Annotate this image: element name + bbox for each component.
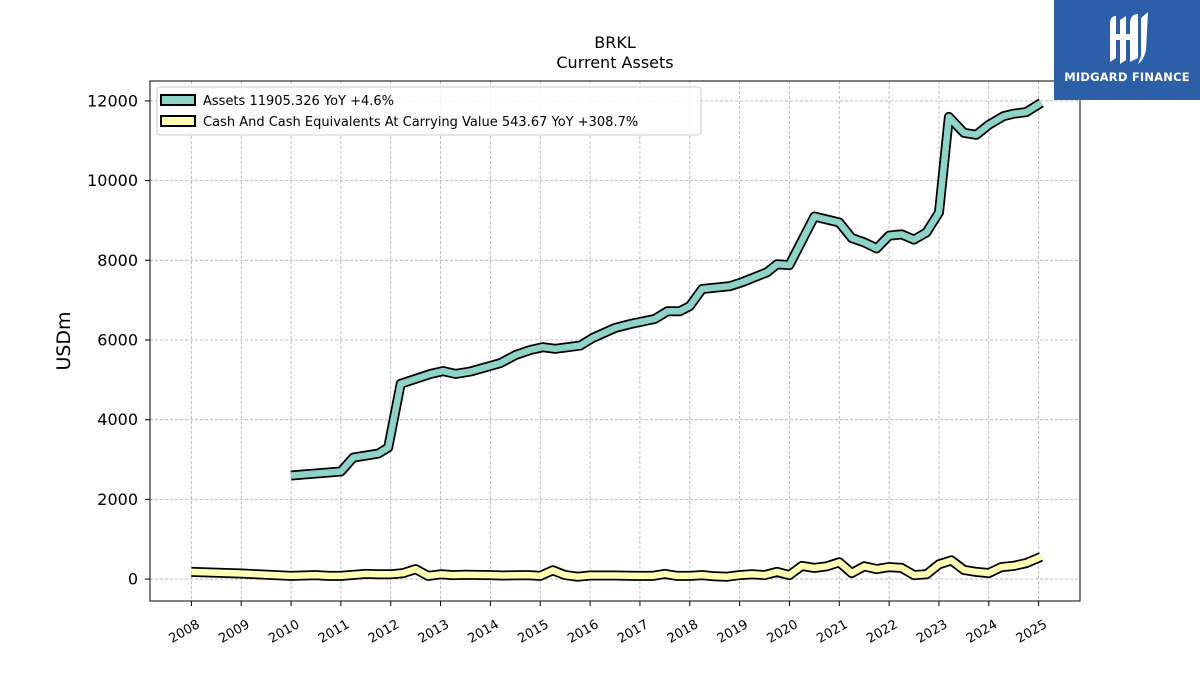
legend-box xyxy=(156,86,702,136)
x-tick-label: 2011 xyxy=(316,617,352,647)
plot-area xyxy=(149,80,1081,602)
x-tick-label: 2023 xyxy=(914,617,950,647)
x-tick-label: 2020 xyxy=(765,617,801,647)
series-group xyxy=(191,98,1044,582)
midgard-logo-icon xyxy=(1110,12,1148,64)
y-tick-label: 2000 xyxy=(97,490,138,509)
x-tick-label: 2017 xyxy=(615,617,651,647)
x-tick-label: 2025 xyxy=(1014,617,1050,647)
x-tick-label: 2013 xyxy=(416,617,452,647)
x-tick-label: 2010 xyxy=(266,617,302,647)
y-tick-label: 0 xyxy=(128,570,138,589)
x-tick-label: 2015 xyxy=(515,617,551,647)
y-tick-label: 6000 xyxy=(97,331,138,350)
legend: Assets 11905.326 YoY +4.6% Cash And Cash … xyxy=(156,86,702,136)
chart-subtitle: Current Assets xyxy=(556,53,673,72)
legend-swatch xyxy=(160,115,196,127)
y-tick-label: 4000 xyxy=(97,410,138,429)
logo: MIDGARD FINANCE xyxy=(1054,0,1200,100)
x-tick-label: 2024 xyxy=(964,617,1000,647)
y-axis: 0 2000 4000 6000 8000 10000 12000 xyxy=(87,91,150,589)
y-tick-label: 12000 xyxy=(87,91,138,110)
x-axis: 2008 2009 2010 2011 2012 2013 2014 2015 2016 2017… xyxy=(167,601,1050,647)
legend-entry: Assets 11905.326 YoY +4.6% xyxy=(203,94,394,109)
legend-swatch xyxy=(160,94,196,106)
x-tick-label: 2018 xyxy=(665,617,701,647)
chart-title: BRKL xyxy=(594,33,636,52)
y-tick-label: 10000 xyxy=(87,171,138,190)
x-tick-label: 2009 xyxy=(216,617,252,647)
x-tick-label: 2008 xyxy=(167,617,203,647)
series-line xyxy=(290,100,1043,479)
x-tick-label: 2021 xyxy=(814,617,850,647)
legend-entry: Cash And Cash Equivalents At Carrying Va… xyxy=(203,115,638,130)
x-tick-label: 2022 xyxy=(864,617,900,647)
logo-text: MIDGARD FINANCE xyxy=(1064,70,1190,84)
y-axis-label: USDm xyxy=(53,311,75,370)
x-tick-label: 2014 xyxy=(466,617,502,647)
y-tick-label: 8000 xyxy=(97,251,138,270)
x-tick-label: 2019 xyxy=(715,617,751,647)
x-tick-label: 2016 xyxy=(565,617,601,647)
x-tick-label: 2012 xyxy=(366,617,402,647)
series-line xyxy=(191,553,1043,580)
